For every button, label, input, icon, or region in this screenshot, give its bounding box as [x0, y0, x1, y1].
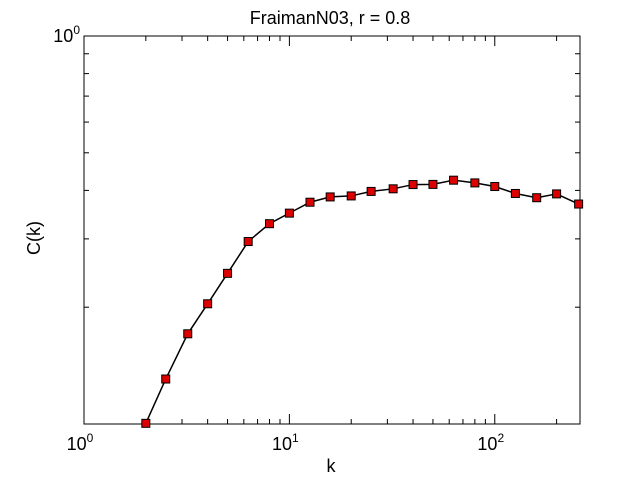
data-series [141, 175, 584, 428]
data-point-marker [325, 192, 335, 202]
axis-ticks: 100 101 102 100 [53, 23, 580, 454]
data-point-marker [305, 197, 315, 207]
data-point-marker [510, 188, 520, 198]
data-point-marker [183, 329, 193, 339]
plot-area [83, 35, 581, 425]
data-point-marker [428, 179, 438, 189]
data-point-marker [346, 191, 356, 201]
data-point-marker [470, 178, 480, 188]
data-point-marker [449, 175, 459, 185]
data-point-marker [574, 199, 584, 209]
data-point-marker [366, 186, 376, 196]
data-point-marker [284, 208, 294, 218]
y-tick-label: 100 [53, 23, 80, 46]
x-tick-label: 101 [272, 431, 299, 454]
series-line [145, 179, 579, 424]
data-point-marker [141, 418, 151, 428]
data-point-marker [203, 299, 213, 309]
data-point-marker [223, 268, 233, 278]
data-point-marker [490, 182, 500, 192]
data-point-marker [408, 180, 418, 190]
data-point-marker [532, 193, 542, 203]
plot-frame [83, 35, 581, 425]
chart-title: FraimanN03, r = 0.8 [250, 8, 411, 28]
data-point-marker [388, 184, 398, 194]
y-axis-label: C(k) [24, 221, 44, 255]
data-point-marker [552, 189, 562, 199]
x-tick-label: 100 [67, 431, 94, 454]
data-point-marker [264, 219, 274, 229]
data-point-marker [161, 374, 171, 384]
x-axis-label: k [327, 456, 337, 476]
x-tick-label: 102 [477, 431, 504, 454]
data-point-marker [243, 237, 253, 247]
